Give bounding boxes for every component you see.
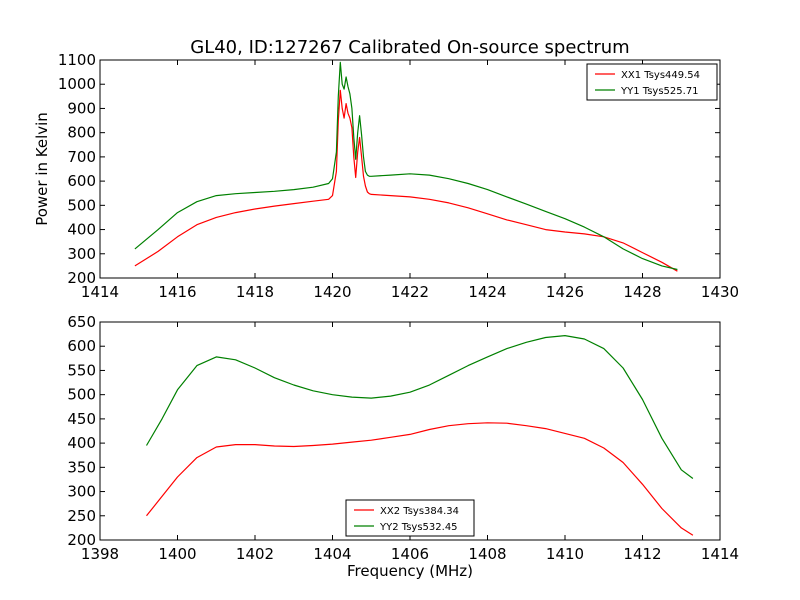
y-axis-label: Power in Kelvin [33,112,51,226]
x-tick-label: 1418 [236,283,274,301]
series-line-1 [146,422,694,536]
series-line-2 [145,335,694,479]
legend-label: XX2 Tsys384.34 [380,506,459,517]
x-tick-label: 1428 [623,283,661,301]
legend: XX1 Tsys449.54 YY1 Tsys525.71 [586,63,718,101]
y-tick-label: 350 [67,458,96,476]
bottom-panel: 1398 1400 1402 1404 1406 1408 1410 1412 1414 200 2… [67,313,739,580]
x-tick-label: 1400 [158,545,196,563]
y-tick-label: 400 [67,221,96,239]
x-axis-label: Frequency (MHz) [347,562,473,580]
y-tick-label: 200 [67,269,96,287]
x-tick-label: 1410 [546,545,584,563]
x-tick-label: 1408 [468,545,506,563]
y-tick-label: 400 [67,434,96,452]
x-tick-label: 1404 [313,545,351,563]
x-tick-label: 1402 [236,545,274,563]
legend-label: YY1 Tsys525.71 [620,86,699,97]
x-tick-label: 1424 [468,283,506,301]
x-tick-label: 1430 [701,283,739,301]
series-line-1 [134,89,678,272]
y-tick-label: 550 [67,361,96,379]
x-tick-label: 1416 [158,283,196,301]
x-tick-label: 1426 [546,283,584,301]
x-tick-label: 1414 [701,545,739,563]
series-line-2 [134,61,678,271]
x-tick-label: 1414 [81,283,119,301]
legend-label: XX1 Tsys449.54 [621,70,700,81]
y-tick-label: 1100 [58,51,96,69]
chart-title: GL40, ID:127267 Calibrated On-source spe… [190,37,629,58]
x-tick-label: 1412 [623,545,661,563]
y-tick-label: 700 [67,148,96,166]
y-tick-label: 600 [67,337,96,355]
x-tick-label: 1420 [313,283,351,301]
y-tick-label: 900 [67,99,96,117]
y-tick-label: 450 [67,410,96,428]
y-tick-label: 600 [67,172,96,190]
legend-box [586,63,718,101]
top-panel: 1414 1416 1418 1420 1422 1424 1426 1428 1430 200 3… [33,51,739,301]
x-tick-label: 1398 [81,545,119,563]
y-tick-label: 250 [67,507,96,525]
legend: XX2 Tsys384.34 YY2 Tsys532.45 [345,499,475,537]
x-tick-label: 1422 [391,283,429,301]
y-tick-label: 500 [67,196,96,214]
y-tick-label: 200 [67,531,96,549]
y-tick-label: 500 [67,386,96,404]
y-tick-label: 800 [67,124,96,142]
legend-box [345,499,475,537]
x-tick-label: 1406 [391,545,429,563]
y-tick-label: 300 [67,245,96,263]
legend-label: YY2 Tsys532.45 [379,522,458,533]
y-tick-label: 1000 [58,75,96,93]
y-tick-label: 300 [67,483,96,501]
y-tick-label: 650 [67,313,96,331]
